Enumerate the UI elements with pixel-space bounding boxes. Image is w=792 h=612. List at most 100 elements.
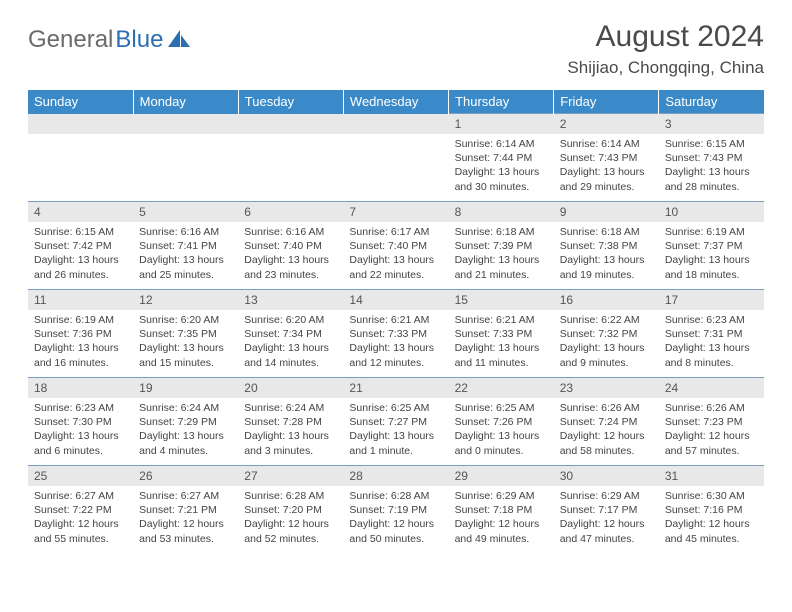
day-number: 4 — [28, 202, 133, 222]
day-detail: Sunrise: 6:25 AMSunset: 7:27 PMDaylight:… — [343, 398, 448, 462]
weekday-header: Monday — [133, 90, 238, 114]
day-number: 13 — [238, 290, 343, 310]
day-detail: Sunrise: 6:17 AMSunset: 7:40 PMDaylight:… — [343, 222, 448, 286]
day-detail: Sunrise: 6:20 AMSunset: 7:34 PMDaylight:… — [238, 310, 343, 374]
day-detail: Sunrise: 6:27 AMSunset: 7:21 PMDaylight:… — [133, 486, 238, 550]
day-detail: Sunrise: 6:18 AMSunset: 7:38 PMDaylight:… — [554, 222, 659, 286]
calendar-day-cell: 23Sunrise: 6:26 AMSunset: 7:24 PMDayligh… — [554, 378, 659, 466]
calendar-day-cell: 8Sunrise: 6:18 AMSunset: 7:39 PMDaylight… — [449, 202, 554, 290]
day-number: 26 — [133, 466, 238, 486]
day-number: 30 — [554, 466, 659, 486]
day-detail: Sunrise: 6:18 AMSunset: 7:39 PMDaylight:… — [449, 222, 554, 286]
day-number: 6 — [238, 202, 343, 222]
calendar-day-cell: 3Sunrise: 6:15 AMSunset: 7:43 PMDaylight… — [659, 114, 764, 202]
calendar-day-cell: 4Sunrise: 6:15 AMSunset: 7:42 PMDaylight… — [28, 202, 133, 290]
logo-text-1: General — [28, 26, 113, 54]
calendar-week-row: 25Sunrise: 6:27 AMSunset: 7:22 PMDayligh… — [28, 466, 764, 554]
day-number: 16 — [554, 290, 659, 310]
calendar-header-row: SundayMondayTuesdayWednesdayThursdayFrid… — [28, 90, 764, 114]
day-detail: Sunrise: 6:25 AMSunset: 7:26 PMDaylight:… — [449, 398, 554, 462]
day-detail: Sunrise: 6:24 AMSunset: 7:29 PMDaylight:… — [133, 398, 238, 462]
empty-day — [28, 114, 133, 134]
calendar-day-cell: 31Sunrise: 6:30 AMSunset: 7:16 PMDayligh… — [659, 466, 764, 554]
day-detail: Sunrise: 6:14 AMSunset: 7:44 PMDaylight:… — [449, 134, 554, 198]
day-number: 2 — [554, 114, 659, 134]
calendar-week-row: 1Sunrise: 6:14 AMSunset: 7:44 PMDaylight… — [28, 114, 764, 202]
day-detail: Sunrise: 6:27 AMSunset: 7:22 PMDaylight:… — [28, 486, 133, 550]
day-detail: Sunrise: 6:14 AMSunset: 7:43 PMDaylight:… — [554, 134, 659, 198]
weekday-header: Wednesday — [343, 90, 448, 114]
calendar-day-cell — [28, 114, 133, 202]
calendar-table: SundayMondayTuesdayWednesdayThursdayFrid… — [28, 90, 764, 554]
calendar-day-cell: 26Sunrise: 6:27 AMSunset: 7:21 PMDayligh… — [133, 466, 238, 554]
day-detail: Sunrise: 6:28 AMSunset: 7:20 PMDaylight:… — [238, 486, 343, 550]
weekday-header: Sunday — [28, 90, 133, 114]
calendar-day-cell: 21Sunrise: 6:25 AMSunset: 7:27 PMDayligh… — [343, 378, 448, 466]
day-number: 14 — [343, 290, 448, 310]
calendar-day-cell — [343, 114, 448, 202]
day-number: 10 — [659, 202, 764, 222]
logo-text-2: Blue — [115, 26, 163, 54]
weekday-header: Friday — [554, 90, 659, 114]
day-number: 12 — [133, 290, 238, 310]
day-detail: Sunrise: 6:19 AMSunset: 7:37 PMDaylight:… — [659, 222, 764, 286]
day-detail: Sunrise: 6:24 AMSunset: 7:28 PMDaylight:… — [238, 398, 343, 462]
calendar-day-cell: 13Sunrise: 6:20 AMSunset: 7:34 PMDayligh… — [238, 290, 343, 378]
day-detail: Sunrise: 6:23 AMSunset: 7:31 PMDaylight:… — [659, 310, 764, 374]
logo: GeneralBlue — [28, 26, 190, 54]
day-detail: Sunrise: 6:16 AMSunset: 7:40 PMDaylight:… — [238, 222, 343, 286]
day-number: 22 — [449, 378, 554, 398]
calendar-day-cell: 6Sunrise: 6:16 AMSunset: 7:40 PMDaylight… — [238, 202, 343, 290]
calendar-day-cell: 7Sunrise: 6:17 AMSunset: 7:40 PMDaylight… — [343, 202, 448, 290]
calendar-day-cell: 9Sunrise: 6:18 AMSunset: 7:38 PMDaylight… — [554, 202, 659, 290]
day-detail: Sunrise: 6:22 AMSunset: 7:32 PMDaylight:… — [554, 310, 659, 374]
calendar-day-cell: 20Sunrise: 6:24 AMSunset: 7:28 PMDayligh… — [238, 378, 343, 466]
day-detail: Sunrise: 6:21 AMSunset: 7:33 PMDaylight:… — [343, 310, 448, 374]
calendar-day-cell: 14Sunrise: 6:21 AMSunset: 7:33 PMDayligh… — [343, 290, 448, 378]
empty-day — [133, 114, 238, 134]
day-detail: Sunrise: 6:19 AMSunset: 7:36 PMDaylight:… — [28, 310, 133, 374]
day-number: 7 — [343, 202, 448, 222]
day-number: 11 — [28, 290, 133, 310]
day-detail: Sunrise: 6:15 AMSunset: 7:42 PMDaylight:… — [28, 222, 133, 286]
calendar-day-cell: 10Sunrise: 6:19 AMSunset: 7:37 PMDayligh… — [659, 202, 764, 290]
calendar-day-cell: 15Sunrise: 6:21 AMSunset: 7:33 PMDayligh… — [449, 290, 554, 378]
calendar-day-cell: 5Sunrise: 6:16 AMSunset: 7:41 PMDaylight… — [133, 202, 238, 290]
calendar-day-cell: 25Sunrise: 6:27 AMSunset: 7:22 PMDayligh… — [28, 466, 133, 554]
day-detail: Sunrise: 6:16 AMSunset: 7:41 PMDaylight:… — [133, 222, 238, 286]
calendar-day-cell: 1Sunrise: 6:14 AMSunset: 7:44 PMDaylight… — [449, 114, 554, 202]
day-detail: Sunrise: 6:26 AMSunset: 7:24 PMDaylight:… — [554, 398, 659, 462]
day-number: 20 — [238, 378, 343, 398]
day-number: 15 — [449, 290, 554, 310]
day-number: 17 — [659, 290, 764, 310]
day-detail: Sunrise: 6:21 AMSunset: 7:33 PMDaylight:… — [449, 310, 554, 374]
calendar-day-cell — [238, 114, 343, 202]
calendar-day-cell: 28Sunrise: 6:28 AMSunset: 7:19 PMDayligh… — [343, 466, 448, 554]
title-block: August 2024 Shijiao, Chongqing, China — [567, 20, 764, 78]
empty-day — [343, 114, 448, 134]
day-number: 3 — [659, 114, 764, 134]
day-number: 29 — [449, 466, 554, 486]
day-number: 24 — [659, 378, 764, 398]
day-number: 28 — [343, 466, 448, 486]
calendar-day-cell: 11Sunrise: 6:19 AMSunset: 7:36 PMDayligh… — [28, 290, 133, 378]
day-number: 27 — [238, 466, 343, 486]
page-header: GeneralBlue August 2024 Shijiao, Chongqi… — [28, 20, 764, 78]
day-number: 23 — [554, 378, 659, 398]
day-detail: Sunrise: 6:30 AMSunset: 7:16 PMDaylight:… — [659, 486, 764, 550]
weekday-header: Thursday — [449, 90, 554, 114]
calendar-day-cell: 27Sunrise: 6:28 AMSunset: 7:20 PMDayligh… — [238, 466, 343, 554]
month-title: August 2024 — [567, 20, 764, 54]
calendar-day-cell: 16Sunrise: 6:22 AMSunset: 7:32 PMDayligh… — [554, 290, 659, 378]
weekday-header: Tuesday — [238, 90, 343, 114]
location-text: Shijiao, Chongqing, China — [567, 58, 764, 78]
day-detail: Sunrise: 6:15 AMSunset: 7:43 PMDaylight:… — [659, 134, 764, 198]
calendar-day-cell: 18Sunrise: 6:23 AMSunset: 7:30 PMDayligh… — [28, 378, 133, 466]
calendar-day-cell: 24Sunrise: 6:26 AMSunset: 7:23 PMDayligh… — [659, 378, 764, 466]
calendar-week-row: 18Sunrise: 6:23 AMSunset: 7:30 PMDayligh… — [28, 378, 764, 466]
calendar-day-cell: 22Sunrise: 6:25 AMSunset: 7:26 PMDayligh… — [449, 378, 554, 466]
day-detail: Sunrise: 6:29 AMSunset: 7:18 PMDaylight:… — [449, 486, 554, 550]
day-number: 19 — [133, 378, 238, 398]
day-number: 25 — [28, 466, 133, 486]
calendar-day-cell: 17Sunrise: 6:23 AMSunset: 7:31 PMDayligh… — [659, 290, 764, 378]
